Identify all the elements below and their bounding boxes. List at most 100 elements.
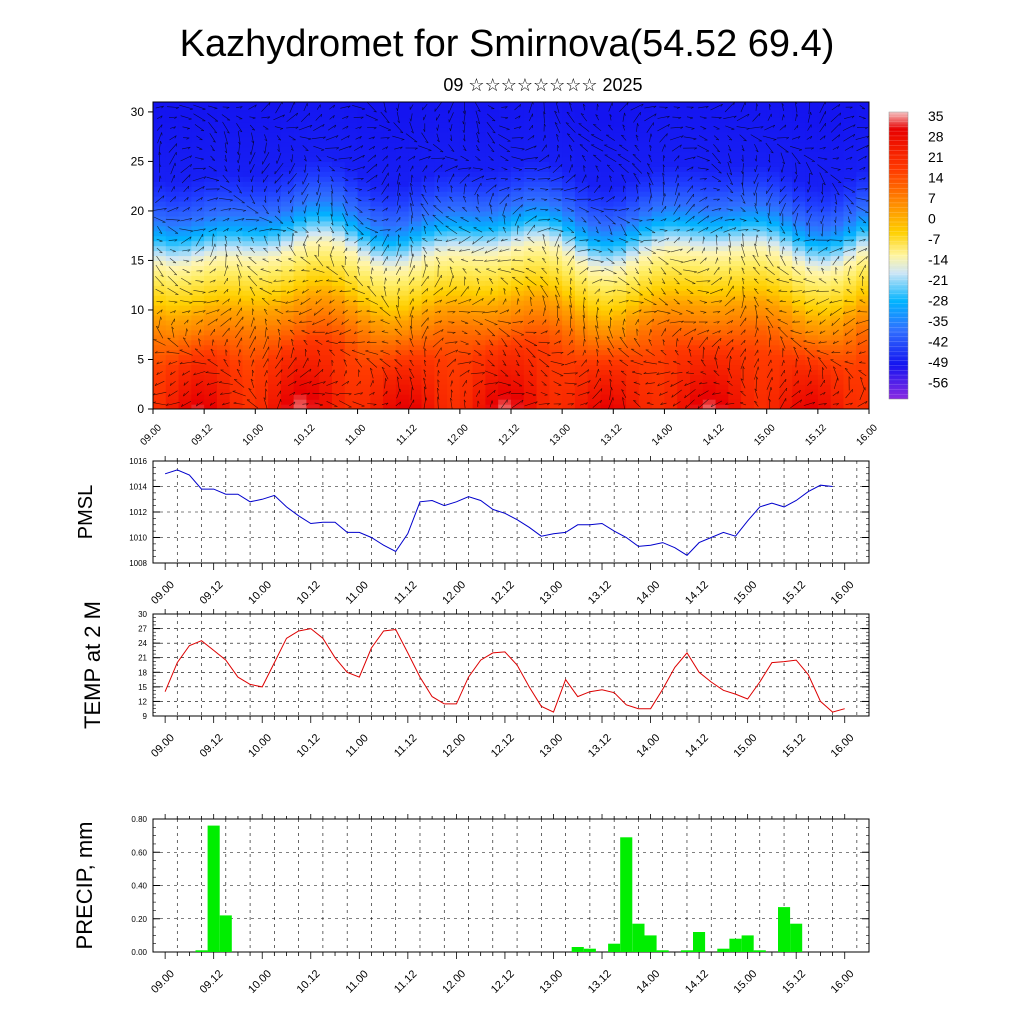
field-cell [243, 260, 256, 266]
field-cell [434, 260, 447, 266]
field-cell [588, 345, 601, 351]
field-cell [843, 117, 856, 123]
field-cell [306, 355, 319, 361]
field-cell [473, 191, 486, 197]
field-cell [319, 226, 332, 232]
field-cell [217, 340, 230, 346]
field-cell [575, 320, 588, 326]
field-cell [179, 112, 192, 118]
field-cell [294, 295, 307, 301]
field-cell [281, 364, 294, 370]
field-cell [306, 231, 319, 237]
field-cell [460, 132, 473, 138]
field-cell [780, 389, 793, 395]
field-cell [664, 305, 677, 311]
field-cell [728, 305, 741, 311]
field-cell [332, 394, 345, 400]
field-cell [780, 181, 793, 187]
field-cell [549, 137, 562, 143]
field-cell [805, 340, 818, 346]
field-cell [243, 122, 256, 128]
field-cell [805, 127, 818, 133]
field-cell [383, 191, 396, 197]
field-cell [754, 260, 767, 266]
field-cell [358, 305, 371, 311]
field-cell [332, 147, 345, 153]
field-cell [613, 260, 626, 266]
field-cell [485, 152, 498, 158]
field-cell [460, 221, 473, 227]
field-cell [856, 161, 869, 167]
field-cell [473, 256, 486, 262]
field-cell [153, 379, 166, 385]
field-cell [690, 260, 703, 266]
field-cell [831, 201, 844, 207]
field-cell [498, 107, 511, 113]
field-cell [204, 181, 217, 187]
field-cell [473, 152, 486, 158]
field-cell [652, 206, 665, 212]
field-cell [319, 270, 332, 276]
field-cell [664, 260, 677, 266]
field-cell [716, 325, 729, 331]
field-cell [575, 369, 588, 375]
field-cell [434, 226, 447, 232]
field-cell [639, 335, 652, 341]
field-cell [396, 280, 409, 286]
field-cell [243, 191, 256, 197]
field-cell [537, 335, 550, 341]
field-cell [485, 290, 498, 296]
field-cell [741, 355, 754, 361]
field-cell [549, 231, 562, 237]
field-cell [179, 270, 192, 276]
field-cell [204, 340, 217, 346]
field-cell [447, 369, 460, 375]
field-cell [511, 117, 524, 123]
field-cell [191, 325, 204, 331]
field-cell [626, 340, 639, 346]
field-cell [306, 335, 319, 341]
field-cell [690, 384, 703, 390]
field-cell [537, 251, 550, 257]
field-cell [255, 112, 268, 118]
field-cell [601, 246, 614, 252]
field-cell [447, 102, 460, 108]
field-cell [243, 152, 256, 158]
field-cell [281, 285, 294, 291]
field-cell [613, 325, 626, 331]
field-cell [460, 355, 473, 361]
field-cell [332, 152, 345, 158]
field-cell [613, 280, 626, 286]
field-cell [153, 132, 166, 138]
field-cell [780, 201, 793, 207]
field-cell [549, 359, 562, 365]
field-cell [230, 236, 243, 242]
field-cell [345, 152, 358, 158]
field-cell [703, 251, 716, 257]
field-cell [370, 260, 383, 266]
field-cell [639, 285, 652, 291]
field-cell [230, 345, 243, 351]
field-cell [255, 305, 268, 311]
field-cell [268, 310, 281, 316]
field-cell [562, 216, 575, 222]
field-cell [294, 300, 307, 306]
field-cell [805, 181, 818, 187]
field-cell [639, 191, 652, 197]
field-cell [728, 221, 741, 227]
field-cell [511, 305, 524, 311]
field-cell [268, 107, 281, 113]
field-cell [575, 315, 588, 321]
field-cell [230, 340, 243, 346]
field-cell [588, 369, 601, 375]
field-cell [575, 275, 588, 281]
field-cell [588, 359, 601, 365]
field-cell [728, 340, 741, 346]
field-cell [434, 241, 447, 247]
field-cell [460, 107, 473, 113]
field-cell [473, 206, 486, 212]
field-cell [792, 102, 805, 108]
field-cell [805, 122, 818, 128]
field-cell [818, 295, 831, 301]
field-cell [345, 384, 358, 390]
